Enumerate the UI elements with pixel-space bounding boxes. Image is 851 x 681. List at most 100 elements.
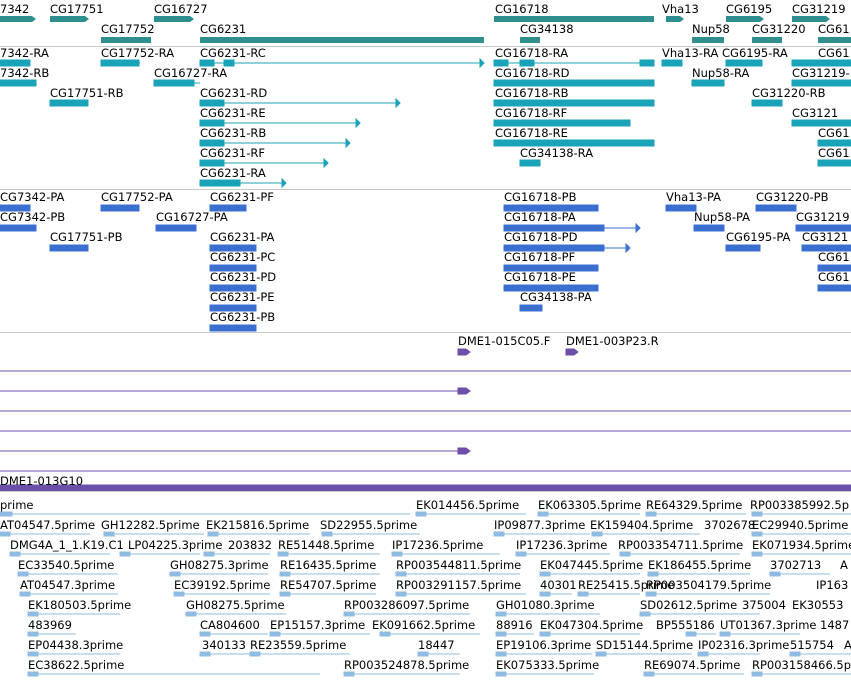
protein-glyph[interactable] — [519, 304, 543, 312]
gene-glyph-CG6231[interactable] — [200, 37, 484, 43]
gene-label[interactable]: CG6195 — [726, 2, 773, 16]
protein-glyph[interactable] — [100, 204, 140, 212]
transcript-glyph[interactable] — [639, 59, 655, 67]
gene-label[interactable]: CG17752 — [101, 22, 155, 36]
est-label[interactable]: RP003286097.5prime — [344, 598, 470, 612]
est-label[interactable]: IP163 — [816, 578, 849, 592]
clone-label[interactable]: DME1-003P23.R — [566, 334, 659, 348]
est-label[interactable]: EC33540.5prime — [18, 558, 115, 572]
transcript-glyph[interactable] — [281, 177, 287, 189]
transcript-glyph[interactable] — [493, 139, 655, 147]
est-label[interactable]: RP003158466.5p — [752, 658, 851, 672]
gene-label[interactable]: CG16718 — [495, 2, 549, 16]
protein-label[interactable]: CG17751-PB — [50, 230, 123, 244]
protein-label[interactable]: CG31219 — [796, 210, 850, 224]
gene-glyph-CG34138[interactable] — [520, 37, 540, 43]
est-label[interactable]: EK063305.5prime — [538, 498, 642, 512]
est-label[interactable]: 3702713 — [770, 558, 822, 572]
clone-label[interactable]: DME1-013G10 — [0, 474, 84, 488]
est-label[interactable]: IP17236.3prime — [516, 538, 608, 552]
est-label[interactable]: AT04547.5prime — [0, 518, 96, 532]
transcript-label[interactable]: 7342-RB — [0, 66, 50, 80]
est-label[interactable]: EC29940.5prime — [752, 518, 849, 532]
est-label[interactable]: EK30553 — [792, 598, 844, 612]
est-label[interactable]: EK186455.5prime — [648, 558, 752, 572]
gene-label[interactable]: CG16727 — [154, 2, 208, 16]
gene-glyph-CG16727[interactable] — [154, 16, 194, 22]
clone-glyph-DME1-015C05.F[interactable] — [457, 348, 471, 356]
protein-label[interactable]: CG6195-PA — [726, 230, 791, 244]
est-label[interactable]: EC39192.5prime — [174, 578, 271, 592]
clone-glyph-DME1-013G10[interactable] — [0, 484, 851, 491]
gene-label[interactable]: Nup58 — [692, 22, 730, 36]
gene-label[interactable]: CG6231 — [200, 22, 247, 36]
transcript-label[interactable]: CG6231-RD — [200, 86, 268, 100]
protein-label[interactable]: CG6231-PF — [210, 190, 274, 204]
est-label[interactable]: 3702678 — [704, 518, 756, 532]
est-label[interactable]: RE54707.5prime — [280, 578, 377, 592]
est-label[interactable]: 1487 — [820, 618, 850, 632]
protein-label[interactable]: CG7342-PB — [0, 210, 66, 224]
transcript-glyph[interactable] — [100, 59, 140, 67]
est-label[interactable]: SD15144.5prime — [596, 638, 694, 652]
est-label[interactable]: RP003504179.5prime — [646, 578, 772, 592]
transcript-label[interactable]: Nup58-RA — [692, 66, 750, 80]
transcript-label[interactable]: Vha13-RA — [662, 46, 719, 60]
gene-label[interactable]: 7342 — [0, 2, 30, 16]
protein-glyph[interactable] — [795, 224, 851, 232]
est-label[interactable]: RE51448.5prime — [278, 538, 375, 552]
gene-label[interactable]: CG34138 — [520, 22, 574, 36]
est-label[interactable]: 483969 — [28, 618, 72, 632]
est-label[interactable]: IP17236.5prime — [392, 538, 484, 552]
transcript-glyph[interactable] — [519, 159, 541, 167]
gene-glyph-CG31219[interactable] — [792, 16, 830, 22]
protein-glyph[interactable] — [755, 204, 797, 212]
protein-label[interactable]: CG16718-PD — [504, 230, 578, 244]
protein-label[interactable]: CG6231-PA — [210, 230, 275, 244]
est-label[interactable]: RE64329.5prime — [646, 498, 743, 512]
transcript-label[interactable]: CG6231-RE — [200, 106, 266, 120]
est-label[interactable]: SD02612.5prime — [640, 598, 738, 612]
transcript-label[interactable]: CG31219- — [792, 66, 850, 80]
transcript-label[interactable]: CG6231-RB — [200, 126, 267, 140]
est-label[interactable]: IP02316.3prime — [698, 638, 790, 652]
gene-glyph-CG16718[interactable] — [494, 16, 654, 22]
est-label[interactable]: GH12282.5prime — [101, 518, 200, 532]
protein-glyph[interactable] — [801, 244, 851, 252]
protein-label[interactable]: CG6231-PB — [210, 310, 276, 324]
gene-glyph-Nup58[interactable] — [692, 37, 724, 43]
est-label[interactable]: RP003524878.5prime — [344, 658, 470, 672]
protein-label[interactable]: CG16718-PA — [504, 210, 576, 224]
est-label[interactable]: CA804600 — [200, 618, 260, 632]
transcript-glyph[interactable] — [323, 157, 329, 169]
est-label[interactable]: 88916 — [496, 618, 533, 632]
transcript-glyph[interactable] — [817, 159, 851, 167]
transcript-glyph[interactable] — [395, 97, 401, 109]
protein-glyph[interactable] — [693, 224, 725, 232]
protein-label[interactable]: CG31220-PB — [756, 190, 829, 204]
est-label[interactable]: 40301 — [540, 578, 577, 592]
transcript-glyph[interactable] — [493, 119, 631, 127]
transcript-glyph[interactable] — [817, 139, 851, 147]
transcript-glyph[interactable] — [725, 59, 763, 67]
est-label[interactable]: DMG4A_1_1.K19.C1 — [10, 538, 124, 552]
gene-glyph-CG6195[interactable] — [726, 16, 764, 22]
gene-label[interactable]: CG17751 — [50, 2, 104, 16]
gene-glyph-CG17751[interactable] — [50, 16, 89, 22]
gene-label[interactable]: CG61 — [818, 22, 850, 36]
est-label[interactable]: UT01367.3prime — [720, 618, 817, 632]
clone-label[interactable]: DME1-015C05.F — [458, 334, 551, 348]
est-label[interactable]: 515754 — [790, 638, 834, 652]
protein-label[interactable]: CG6231-PC — [210, 250, 276, 264]
transcript-glyph[interactable] — [0, 79, 37, 87]
protein-glyph[interactable] — [817, 284, 851, 292]
protein-label[interactable]: CG16718-PB — [504, 190, 577, 204]
est-label[interactable]: 375004 — [742, 598, 786, 612]
gene-label[interactable]: CG31220 — [752, 22, 806, 36]
transcript-glyph[interactable] — [661, 59, 683, 67]
protein-glyph[interactable] — [665, 204, 697, 212]
est-label[interactable]: EK215816.5prime — [206, 518, 310, 532]
est-label[interactable]: GH08275.3prime — [170, 558, 269, 572]
protein-glyph[interactable] — [209, 204, 247, 212]
gene-label[interactable]: CG31219 — [792, 2, 846, 16]
